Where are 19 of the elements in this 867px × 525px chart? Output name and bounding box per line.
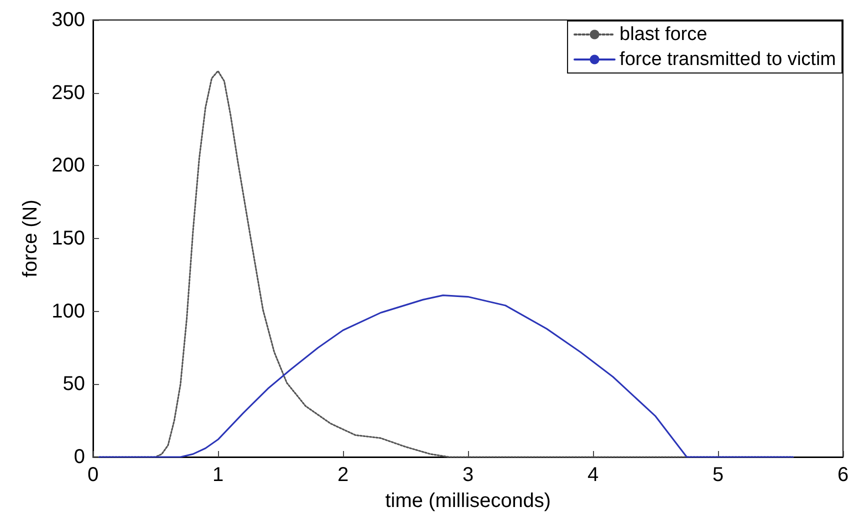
x-tick-label: 5 [712, 464, 724, 486]
x-axis-title: time (milliseconds) [385, 490, 551, 512]
y-tick-label: 250 [52, 82, 85, 104]
y-tick-label: 0 [74, 446, 85, 468]
y-tick-label: 150 [52, 228, 85, 250]
x-tick-label: 4 [587, 464, 599, 486]
x-tick-label: 2 [337, 464, 349, 486]
legend-label: force transmitted to victim [620, 49, 836, 70]
y-tick-label: 100 [52, 300, 85, 322]
y-axis-title: force (N) [20, 200, 42, 278]
x-tick-label: 3 [462, 464, 474, 486]
x-tick-label: 1 [212, 464, 224, 486]
x-tick-label: 0 [87, 464, 99, 486]
legend-label: blast force [620, 24, 708, 45]
y-tick-label: 50 [62, 373, 85, 396]
line-series [98, 294, 794, 458]
y-tick-label: 200 [52, 154, 85, 177]
x-tick-label: 6 [837, 464, 849, 486]
y-tick-label: 300 [52, 9, 85, 31]
